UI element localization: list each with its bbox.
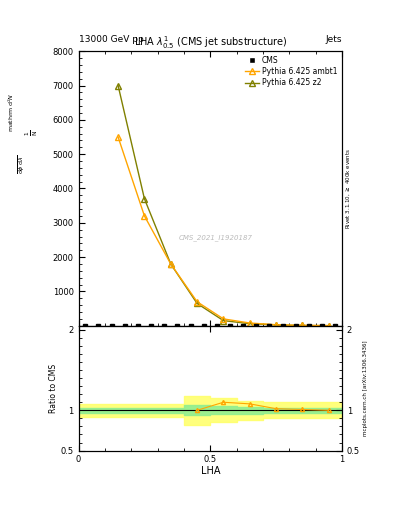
Pythia 6.425 z2 <box>116 82 120 89</box>
CMS <box>294 323 298 329</box>
Pythia 6.425 ambt1 <box>248 320 252 326</box>
Legend: CMS, Pythia 6.425 ambt1, Pythia 6.425 z2: CMS, Pythia 6.425 ambt1, Pythia 6.425 z2 <box>242 53 340 91</box>
CMS <box>333 323 338 329</box>
Pythia 6.425 ambt1 <box>300 323 305 329</box>
Text: Jets: Jets <box>325 34 342 44</box>
Text: $\frac{1}{\mathrm{N}}$: $\frac{1}{\mathrm{N}}$ <box>23 130 40 136</box>
Pythia 6.425 ambt1 <box>274 322 278 328</box>
CMS <box>136 323 140 329</box>
Pythia 6.425 ambt1 <box>326 323 331 329</box>
Pythia 6.425 ambt1 <box>195 298 200 305</box>
Pythia 6.425 z2 <box>326 323 331 329</box>
CMS <box>109 323 114 329</box>
Pythia 6.425 z2 <box>274 322 278 328</box>
Pythia 6.425 ambt1 <box>116 134 120 140</box>
X-axis label: LHA: LHA <box>200 466 220 476</box>
CMS <box>201 323 206 329</box>
CMS <box>122 323 127 329</box>
Pythia 6.425 ambt1 <box>221 316 226 322</box>
Pythia 6.425 z2 <box>300 323 305 329</box>
Y-axis label: Ratio to CMS: Ratio to CMS <box>49 364 58 413</box>
Pythia 6.425 ambt1 <box>168 261 173 267</box>
CMS <box>83 323 88 329</box>
Line: CMS: CMS <box>83 324 337 328</box>
Text: 13000 GeV pp: 13000 GeV pp <box>79 34 143 44</box>
CMS <box>188 323 193 329</box>
Title: LHA $\lambda^{1}_{0.5}$ (CMS jet substructure): LHA $\lambda^{1}_{0.5}$ (CMS jet substru… <box>134 34 287 51</box>
CMS <box>162 323 167 329</box>
Text: $\mathrm{mathrm\,d}^2N$: $\mathrm{mathrm\,d}^2N$ <box>7 93 17 133</box>
Y-axis label: mcplots.cern.ch [arXiv:1306.3436]: mcplots.cern.ch [arXiv:1306.3436] <box>363 340 368 436</box>
Pythia 6.425 z2 <box>221 317 226 324</box>
Y-axis label: Rivet 3.1.10, $\geq$ 400k events: Rivet 3.1.10, $\geq$ 400k events <box>345 148 352 229</box>
Line: Pythia 6.425 ambt1: Pythia 6.425 ambt1 <box>115 134 332 328</box>
Line: Pythia 6.425 z2: Pythia 6.425 z2 <box>115 83 332 328</box>
CMS <box>254 323 259 329</box>
CMS <box>96 323 101 329</box>
CMS <box>320 323 325 329</box>
CMS <box>215 323 219 329</box>
CMS <box>175 323 180 329</box>
Pythia 6.425 z2 <box>142 196 147 202</box>
CMS <box>241 323 246 329</box>
CMS <box>307 323 311 329</box>
Pythia 6.425 z2 <box>195 301 200 307</box>
Pythia 6.425 z2 <box>168 261 173 267</box>
CMS <box>280 323 285 329</box>
Text: $\overline{\mathrm{d}\phi\;\mathrm{d}\lambda}$: $\overline{\mathrm{d}\phi\;\mathrm{d}\la… <box>17 154 27 174</box>
CMS <box>149 323 153 329</box>
Pythia 6.425 z2 <box>248 321 252 327</box>
CMS <box>267 323 272 329</box>
Pythia 6.425 ambt1 <box>142 213 147 219</box>
Text: CMS_2021_I1920187: CMS_2021_I1920187 <box>178 234 253 241</box>
CMS <box>228 323 232 329</box>
